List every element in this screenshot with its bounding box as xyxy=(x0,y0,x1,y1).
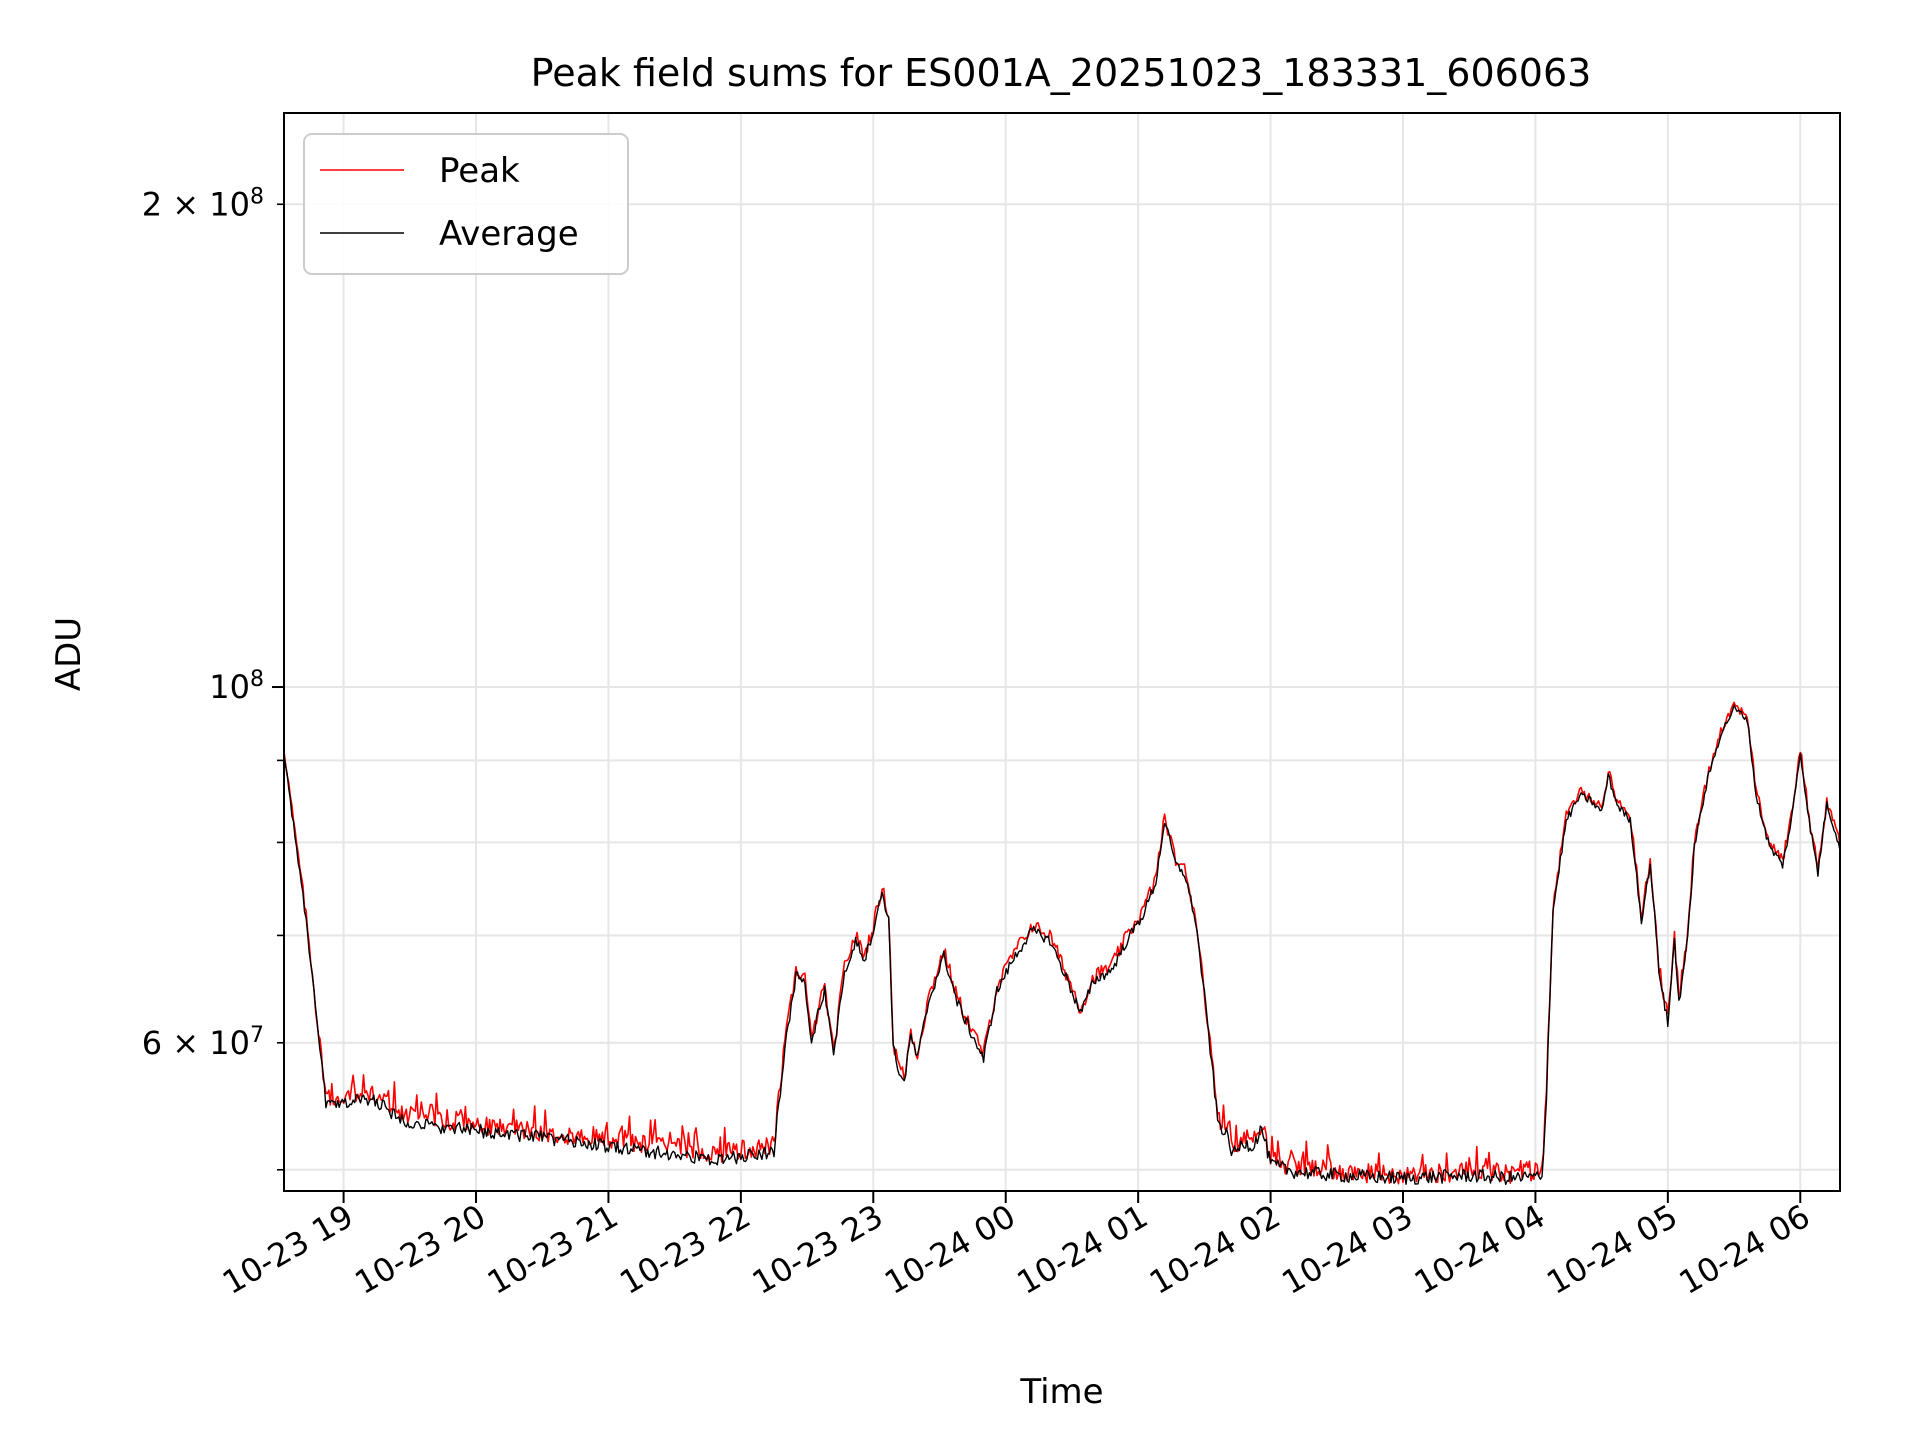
y-tick-label: 6 × 107 xyxy=(142,1022,264,1062)
legend: Peak Average xyxy=(303,133,629,275)
series-lines xyxy=(284,701,1840,1186)
legend-label-peak: Peak xyxy=(439,151,520,191)
legend-label-average: Average xyxy=(439,214,579,254)
plot-frame xyxy=(283,112,1841,1192)
chart-title: Peak field sums for ES001A_20251023_1833… xyxy=(531,51,1592,95)
y-axis-ticks: 108 6 × 107 2 × 108 xyxy=(142,184,284,1171)
y-tick-label: 2 × 108 xyxy=(142,184,264,224)
y-axis-label: ADU xyxy=(49,617,89,691)
y-tick-label: 108 xyxy=(209,667,264,707)
x-axis-label: Time xyxy=(1019,1372,1103,1412)
series-line-average xyxy=(284,704,1840,1186)
legend-box xyxy=(303,133,629,275)
